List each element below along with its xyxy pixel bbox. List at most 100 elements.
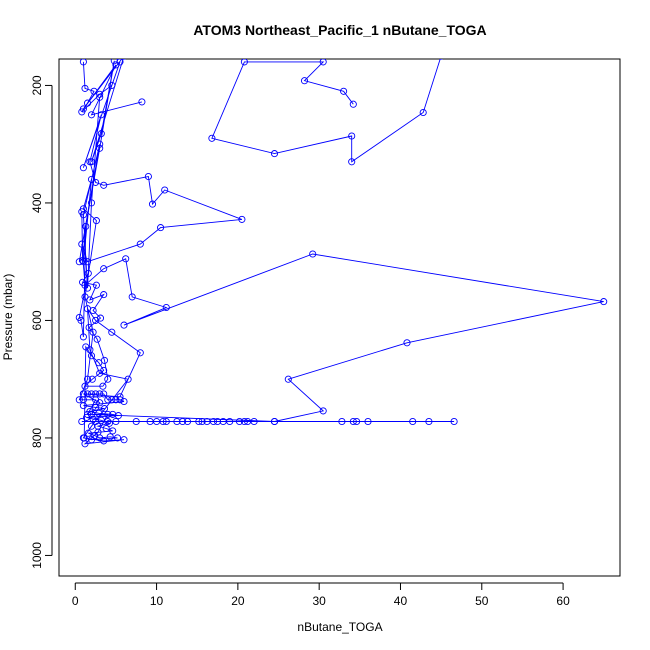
data-point bbox=[96, 314, 105, 322]
data-point bbox=[83, 258, 92, 266]
data-point bbox=[250, 417, 258, 426]
data-point bbox=[348, 158, 356, 166]
data-point bbox=[79, 164, 87, 172]
data-point bbox=[89, 415, 97, 423]
data-point bbox=[77, 316, 85, 324]
data-point bbox=[110, 59, 118, 65]
data-point bbox=[96, 390, 104, 398]
data-point bbox=[213, 417, 222, 426]
series-line bbox=[78, 61, 604, 445]
x-axis-label: nButane_TOGA bbox=[297, 620, 382, 634]
data-point bbox=[102, 424, 110, 433]
data-point bbox=[300, 77, 309, 85]
data-point bbox=[89, 328, 97, 336]
data-point bbox=[81, 382, 89, 390]
data-point bbox=[86, 296, 94, 304]
y-tick-label: 600 bbox=[30, 310, 44, 330]
data-point bbox=[425, 417, 433, 426]
data-point bbox=[89, 306, 97, 315]
data-point bbox=[106, 433, 114, 441]
data-point bbox=[353, 417, 361, 426]
data-point bbox=[87, 390, 96, 398]
data-point bbox=[179, 417, 187, 426]
data-point bbox=[86, 407, 94, 416]
data-point bbox=[79, 258, 87, 266]
data-point bbox=[92, 281, 100, 289]
chart-title: ATOM3 Northeast_Pacific_1 nButane_TOGA bbox=[193, 22, 486, 38]
x-tick-label: 50 bbox=[475, 594, 489, 608]
data-point bbox=[97, 416, 105, 424]
y-tick-label: 400 bbox=[30, 193, 44, 213]
data-point bbox=[104, 375, 112, 383]
data-point bbox=[284, 375, 292, 383]
data-point bbox=[80, 434, 88, 442]
data-point bbox=[195, 417, 203, 426]
data-point bbox=[87, 175, 96, 183]
data-point bbox=[79, 59, 87, 66]
data-point bbox=[87, 158, 96, 166]
data-point bbox=[113, 434, 122, 442]
data-point bbox=[173, 417, 181, 426]
data-point bbox=[120, 321, 128, 329]
data-point bbox=[116, 396, 124, 404]
plot-frame bbox=[58, 58, 621, 577]
data-point bbox=[319, 407, 327, 415]
x-tick-label: 10 bbox=[150, 594, 164, 608]
data-point bbox=[79, 256, 87, 265]
y-tick-label: 800 bbox=[30, 428, 44, 448]
data-point bbox=[96, 140, 104, 148]
data-point bbox=[240, 59, 248, 66]
data-point bbox=[79, 402, 87, 410]
data-point bbox=[120, 397, 128, 406]
data-point bbox=[112, 396, 120, 404]
data-point bbox=[136, 240, 144, 248]
data-point bbox=[78, 208, 86, 216]
y-axis-label: Pressure (mbar) bbox=[1, 274, 15, 361]
data-point bbox=[132, 417, 140, 426]
data-point bbox=[319, 59, 327, 66]
data-point bbox=[161, 186, 169, 194]
data-point bbox=[338, 417, 346, 426]
data-point bbox=[75, 396, 83, 404]
series-line bbox=[211, 59, 441, 163]
data-point bbox=[108, 396, 116, 404]
data-point bbox=[104, 396, 112, 404]
data-point bbox=[82, 343, 90, 351]
data-point bbox=[109, 427, 117, 435]
data-point bbox=[403, 339, 411, 347]
data-point bbox=[138, 98, 146, 106]
data-point bbox=[87, 352, 96, 360]
x-tick-label: 60 bbox=[556, 594, 570, 608]
data-point bbox=[112, 417, 120, 426]
data-point bbox=[99, 382, 107, 390]
data-point bbox=[100, 291, 108, 299]
data-point bbox=[209, 417, 218, 426]
data-point bbox=[81, 84, 89, 92]
data-point bbox=[235, 417, 244, 426]
x-tick-label: 40 bbox=[394, 594, 408, 608]
data-point bbox=[85, 323, 93, 332]
data-point bbox=[94, 422, 102, 430]
data-point bbox=[100, 356, 109, 364]
data-point bbox=[159, 417, 167, 426]
x-tick-label: 0 bbox=[72, 594, 79, 608]
data-point bbox=[309, 250, 317, 258]
data-point bbox=[92, 403, 100, 411]
data-point bbox=[83, 99, 92, 107]
plot-series bbox=[75, 59, 608, 448]
data-point bbox=[79, 278, 87, 286]
data-point bbox=[82, 222, 90, 230]
data-point bbox=[83, 375, 92, 383]
data-point bbox=[79, 390, 87, 398]
data-point bbox=[144, 172, 152, 181]
data-point bbox=[100, 265, 108, 273]
data-point bbox=[238, 215, 246, 223]
x-axis: 0 10 20 30 40 50 60 bbox=[72, 582, 570, 608]
data-point bbox=[240, 417, 248, 426]
data-point bbox=[136, 349, 144, 357]
data-point bbox=[226, 417, 234, 426]
data-point bbox=[348, 132, 356, 140]
data-point bbox=[108, 328, 116, 336]
data-point bbox=[349, 100, 357, 108]
